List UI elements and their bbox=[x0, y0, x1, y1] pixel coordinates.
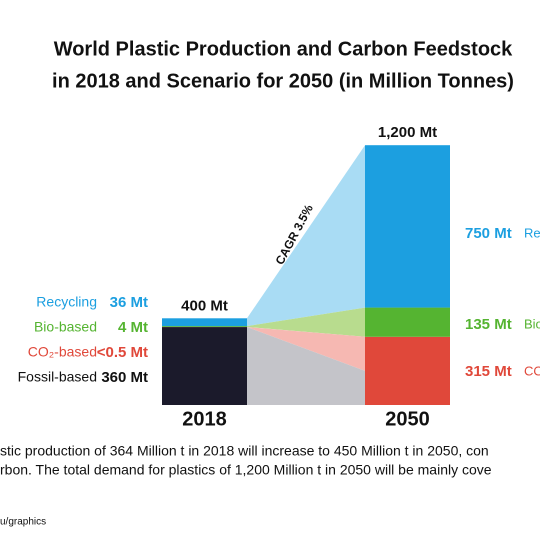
bar-segment bbox=[162, 326, 247, 327]
x-tick-label: 2018 bbox=[182, 408, 227, 430]
footnote: stic production of 364 Million t in 2018… bbox=[0, 443, 489, 459]
series-label: Bio bbox=[524, 316, 540, 331]
legend-label: Fossil-based bbox=[18, 369, 97, 385]
total-label: 1,200 Mt bbox=[378, 124, 437, 141]
source: u/graphics bbox=[0, 517, 46, 528]
value-label: 750 Mt bbox=[465, 225, 512, 242]
x-tick-label: 2050 bbox=[385, 408, 430, 430]
value-label: 135 Mt bbox=[465, 316, 512, 333]
bar-segment bbox=[162, 318, 247, 327]
bar-segment bbox=[162, 327, 247, 405]
bar-segment bbox=[365, 336, 450, 405]
legend-label: Recycling bbox=[36, 294, 97, 310]
legend-label: Bio-based bbox=[34, 319, 97, 335]
flow bbox=[247, 145, 365, 327]
bar-segment bbox=[365, 307, 450, 337]
series-label: CO bbox=[524, 363, 540, 378]
total-label: 400 Mt bbox=[181, 297, 228, 314]
series-label: Re bbox=[524, 225, 540, 240]
value-label: 4 Mt bbox=[118, 319, 148, 336]
flow bbox=[247, 307, 365, 337]
flow bbox=[247, 327, 365, 405]
value-label: 315 Mt bbox=[465, 363, 512, 380]
legend-label: CO₂-based bbox=[28, 344, 97, 360]
value-label: 360 Mt bbox=[101, 369, 148, 386]
bar-segment bbox=[365, 145, 450, 308]
value-label: 36 Mt bbox=[110, 294, 148, 311]
chart-title: World Plastic Production and Carbon Feed… bbox=[54, 38, 513, 60]
footnote: rbon. The total demand for plastics of 1… bbox=[0, 462, 492, 478]
chart-title: in 2018 and Scenario for 2050 (in Millio… bbox=[52, 70, 514, 92]
value-label: <0.5 Mt bbox=[97, 344, 148, 361]
